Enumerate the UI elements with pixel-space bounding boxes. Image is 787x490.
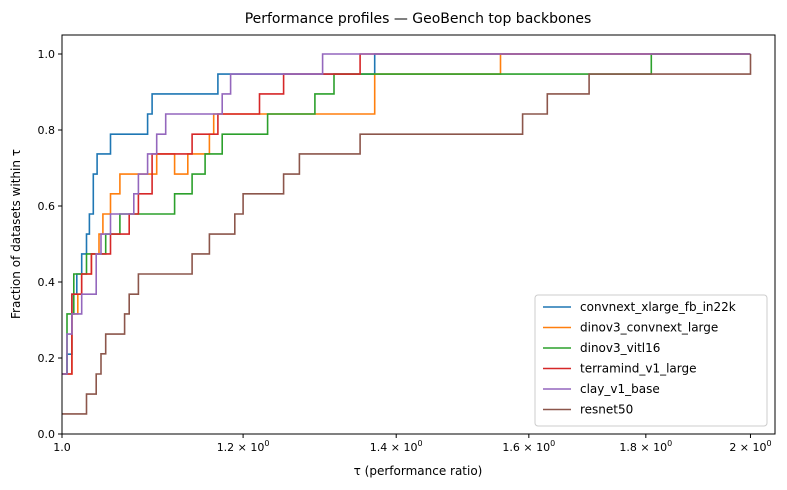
y-tick-label: 1.0: [38, 48, 56, 61]
legend: convnext_xlarge_fb_in22k dinov3_convnext_…: [534, 294, 768, 427]
legend-label: terramind_v1_large: [580, 362, 697, 376]
legend-label: clay_v1_base: [580, 382, 660, 396]
x-axis-label: τ (performance ratio): [354, 464, 483, 478]
plot-area: [62, 53, 752, 415]
y-axis-label: Fraction of datasets within τ: [9, 149, 23, 319]
y-tick-label: 0.8: [38, 124, 56, 137]
x-tick-label: 1.6 × 100: [502, 439, 555, 454]
plot-frame: [61, 34, 776, 435]
series-line-clay_v1_base: [62, 53, 751, 375]
x-tick-label: 1.4 × 100: [370, 439, 423, 454]
legend-label: convnext_xlarge_fb_in22k: [580, 300, 736, 314]
y-tick-label: 0.2: [38, 352, 56, 365]
x-tick-label: 2 × 100: [729, 439, 771, 454]
y-tick-label: 0.0: [38, 428, 56, 441]
series-line-dinov3_vitl16: [62, 53, 751, 375]
legend-label: resnet50: [580, 403, 633, 417]
series-line-resnet50: [62, 54, 752, 415]
legend-label: dinov3_convnext_large: [580, 321, 718, 335]
legend-box: [534, 294, 768, 427]
x-tick-label: 1.2 × 100: [217, 439, 270, 454]
legend-label: dinov3_vitl16: [580, 341, 660, 355]
y-tick-label: 0.4: [38, 276, 56, 289]
y-tick-label: 0.6: [38, 200, 56, 213]
x-tick-label: 1.0: [53, 441, 71, 454]
x-tick-label: 1.8 × 100: [619, 439, 672, 454]
chart-title: Performance profiles — GeoBench top back…: [245, 11, 592, 27]
